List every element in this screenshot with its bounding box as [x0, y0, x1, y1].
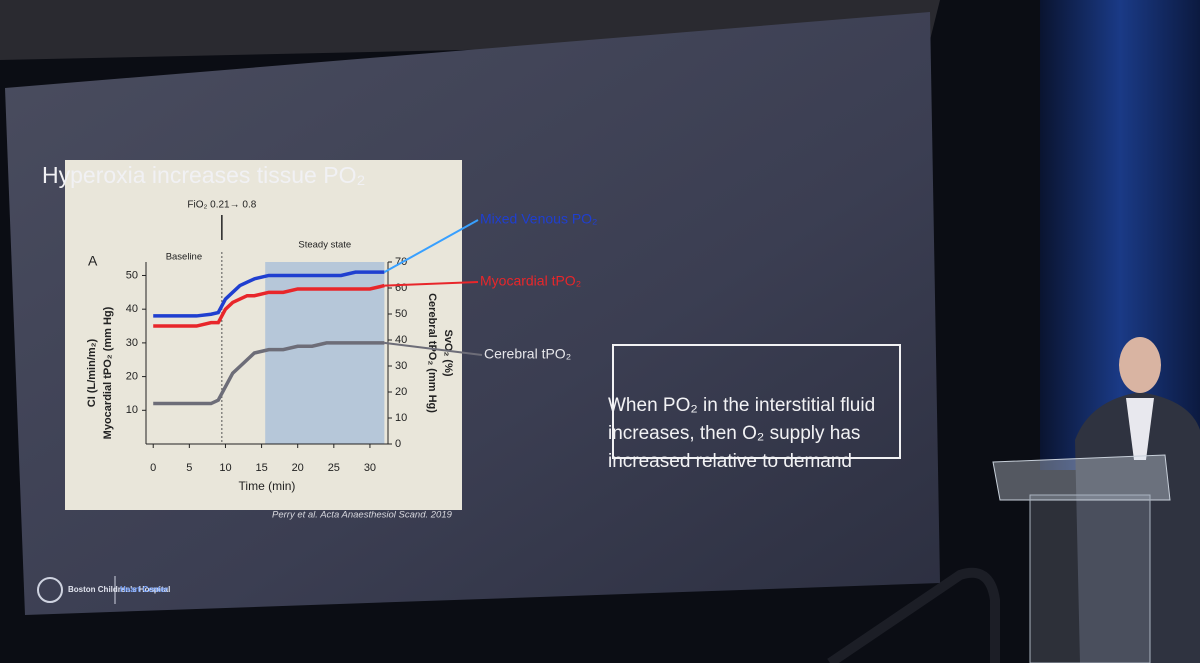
y-axis-title: Myocardial tPO₂ (mm Hg)	[102, 306, 114, 439]
chart-panel	[65, 160, 462, 510]
logo-mark	[37, 577, 63, 603]
y-tick-label: 10	[126, 404, 138, 416]
baseline-label: Baseline	[166, 252, 202, 263]
legend-label: Cerebral tPO₂	[484, 346, 571, 362]
series-line	[153, 283, 385, 328]
speaker-shirt	[1126, 398, 1154, 460]
speaker-head	[1119, 337, 1161, 393]
slide-title: Hyperoxia increases tissue PO₂	[42, 162, 365, 188]
series-line	[153, 341, 385, 406]
y-tick-label: 30	[126, 337, 138, 349]
legend-leader	[383, 219, 479, 273]
x-tick-label: 10	[219, 462, 231, 474]
y2-axis-title: Cerebral tPO₂ (mm Hg)	[426, 293, 438, 413]
podium-body	[1029, 494, 1151, 663]
logo-department: Heart Center	[120, 585, 168, 594]
x-tick-label: 20	[292, 462, 304, 474]
steady-label: Steady state	[298, 240, 351, 251]
curtain	[1040, 0, 1200, 470]
x-tick-label: 0	[150, 462, 156, 474]
y2-tick-label: 40	[395, 334, 407, 346]
speaker-suit	[1075, 392, 1200, 663]
callout-box	[612, 344, 901, 459]
x-tick-label: 30	[364, 462, 376, 474]
x-axis-title: Time (min)	[239, 479, 296, 493]
legend-leader	[384, 341, 483, 356]
legend-label: Mixed Venous PO₂	[480, 211, 598, 227]
series-line	[153, 270, 385, 318]
event-label: FiO₂ 0.21→ 0.8	[187, 200, 256, 211]
y2-tick-label: 30	[395, 360, 407, 372]
legend-label: Myocardial tPO₂	[480, 273, 581, 289]
y-tick-label: 50	[126, 269, 138, 281]
y2-tick-label: 0	[395, 438, 401, 450]
y-axis-title: CI (L/min/m₂)	[86, 338, 98, 407]
legend-leader	[384, 281, 479, 287]
y2-axis-title: SvO₂ (%)	[442, 329, 454, 376]
panel-label: A	[88, 253, 98, 269]
y-tick-label: 40	[126, 303, 138, 315]
x-tick-label: 5	[186, 462, 192, 474]
stair-rail	[827, 567, 1000, 663]
y-tick-label: 20	[126, 370, 138, 382]
y2-tick-label: 60	[395, 282, 407, 294]
citation: Perry et al. Acta Anaesthesiol Scand. 20…	[272, 510, 453, 521]
podium-top	[992, 454, 1171, 501]
y2-tick-label: 10	[395, 412, 407, 424]
y2-tick-label: 50	[395, 308, 407, 320]
callout-text: When PO₂ in the interstitial fluid incre…	[608, 395, 876, 472]
x-tick-label: 25	[328, 462, 340, 474]
ceiling	[0, 0, 940, 60]
y2-tick-label: 20	[395, 386, 407, 398]
x-tick-label: 15	[255, 462, 267, 474]
logo-hospital: Boston Children's Hospital	[68, 585, 170, 594]
